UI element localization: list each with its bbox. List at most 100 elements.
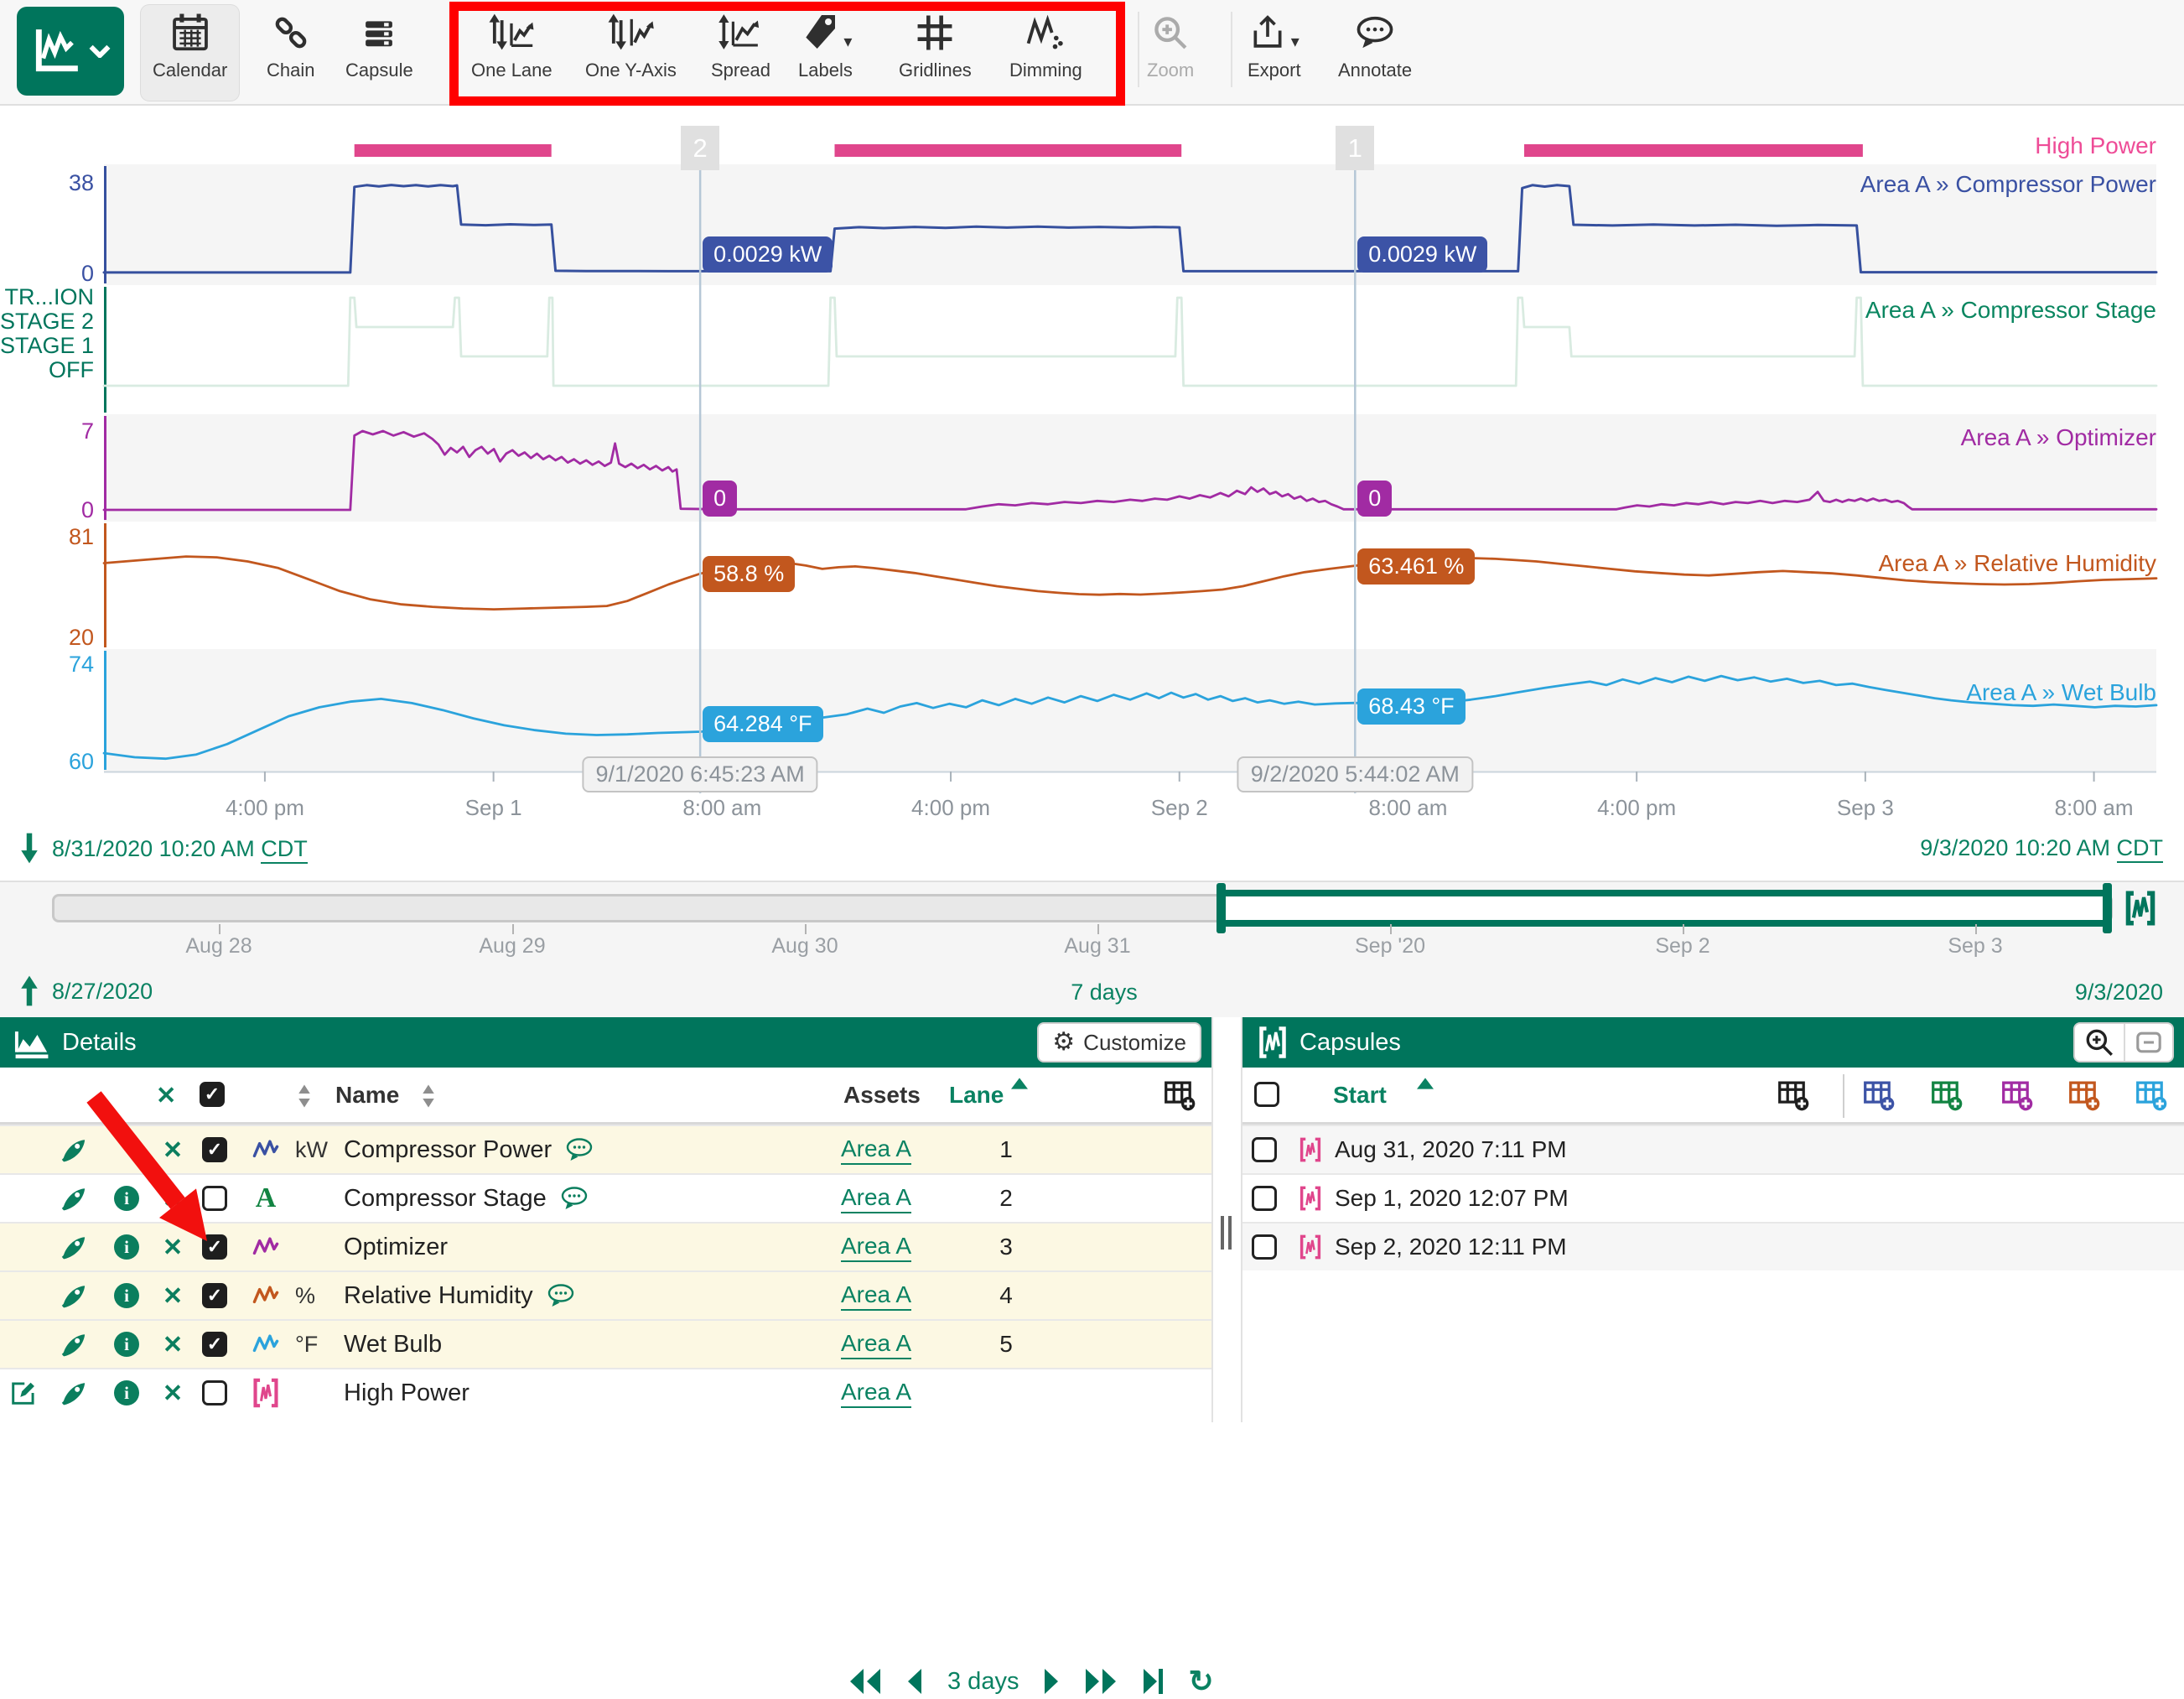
customize-button[interactable]: ⚙ Customize — [1037, 1022, 1201, 1063]
add-column-icon[interactable] — [2068, 1079, 2100, 1111]
calendar-button[interactable]: Calendar — [141, 5, 239, 101]
capsule-bar[interactable] — [355, 144, 552, 157]
checkbox[interactable] — [1252, 1186, 1277, 1211]
one-lane-button[interactable]: One Lane — [471, 5, 552, 101]
checkbox[interactable]: ✓ — [202, 1332, 227, 1357]
zoom-button[interactable]: Zoom — [1147, 5, 1194, 101]
checkbox[interactable] — [1252, 1137, 1277, 1162]
rocket-icon[interactable] — [60, 1233, 88, 1261]
add-column-icon[interactable] — [1164, 1079, 1196, 1111]
collapse-panel-icon[interactable] — [2124, 1024, 2172, 1061]
range-slider-left-handle[interactable] — [1217, 883, 1226, 933]
sort-icon[interactable] — [421, 1083, 436, 1109]
dimming-button[interactable]: Dimming — [1009, 5, 1082, 101]
capsule-time-button[interactable]: Capsule — [345, 5, 413, 101]
checkbox[interactable]: ✓ — [202, 1234, 227, 1260]
remove-all-icon[interactable]: ✕ — [156, 1081, 176, 1110]
column-name-header[interactable]: Name — [335, 1082, 399, 1109]
labels-button[interactable]: ▾ Labels — [798, 5, 853, 101]
range-slider-right-handle[interactable] — [2103, 883, 2112, 933]
edit-icon[interactable] — [10, 1379, 37, 1406]
remove-icon[interactable]: ✕ — [163, 1233, 183, 1262]
capsules-header: Capsules — [1242, 1017, 2184, 1068]
select-all-capsules-checkbox[interactable] — [1254, 1082, 1279, 1107]
capsule-bar[interactable] — [1524, 144, 1863, 157]
remove-icon[interactable]: ✕ — [163, 1379, 183, 1408]
refresh-icon[interactable]: ↻ — [1188, 1664, 1213, 1699]
range-slider-selection[interactable] — [1222, 890, 2109, 927]
capsule-bar[interactable] — [835, 144, 1182, 157]
timezone-link[interactable]: CDT — [2117, 835, 2164, 863]
add-column-icon[interactable] — [1777, 1079, 1809, 1117]
info-icon[interactable]: i — [114, 1186, 139, 1211]
capsule-preview-icon[interactable] — [2123, 891, 2158, 926]
info-icon[interactable]: i — [114, 1332, 139, 1357]
remove-icon[interactable]: ✕ — [163, 1184, 183, 1213]
checkbox[interactable] — [202, 1186, 227, 1211]
export-button[interactable]: ▾ Export — [1248, 5, 1301, 101]
step-back-full-icon[interactable] — [848, 1667, 882, 1696]
step-forward-full-icon[interactable] — [1084, 1667, 1118, 1696]
checkbox[interactable] — [202, 1380, 227, 1405]
cursor-badge[interactable]: 1 — [1336, 126, 1374, 170]
remove-icon[interactable]: ✕ — [163, 1135, 183, 1165]
checkbox[interactable] — [1252, 1234, 1277, 1260]
rocket-icon[interactable] — [60, 1184, 88, 1213]
annotation-bubble-icon[interactable] — [547, 1283, 575, 1308]
add-column-icon[interactable] — [1931, 1079, 1963, 1111]
annotation-bubble-icon[interactable] — [565, 1137, 594, 1162]
asset-link[interactable]: Area A — [841, 1135, 911, 1165]
zoom-to-capsule-icon[interactable] — [2075, 1024, 2124, 1061]
checkbox[interactable]: ✓ — [202, 1283, 227, 1308]
asset-link[interactable]: Area A — [841, 1330, 911, 1359]
timezone-link[interactable]: CDT — [261, 836, 308, 864]
chain-button[interactable]: Chain — [267, 5, 314, 101]
rocket-icon[interactable] — [60, 1330, 88, 1359]
spread-button[interactable]: Spread — [711, 5, 770, 101]
duration-button[interactable]: 3 days — [947, 1668, 1019, 1696]
lane-background — [104, 649, 2156, 772]
gridlines-button[interactable]: Gridlines — [899, 5, 972, 101]
investigate-range-end[interactable]: 9/3/2020 — [2075, 979, 2163, 1005]
cursor-badge[interactable]: 2 — [681, 126, 719, 170]
remove-icon[interactable]: ✕ — [163, 1281, 183, 1311]
select-all-checkbox[interactable]: ✓ — [200, 1082, 225, 1107]
lane-background — [104, 414, 2156, 522]
add-column-icon[interactable] — [2001, 1079, 2033, 1111]
add-column-icon[interactable] — [2135, 1079, 2167, 1111]
labels-label: Labels — [798, 60, 853, 81]
asset-link[interactable]: Area A — [841, 1281, 911, 1311]
panel-splitter[interactable] — [1221, 1214, 1233, 1251]
asset-link[interactable]: Area A — [841, 1379, 911, 1408]
asset-link[interactable]: Area A — [841, 1184, 911, 1213]
rocket-icon[interactable] — [60, 1281, 88, 1310]
asset-link[interactable]: Area A — [841, 1233, 911, 1262]
column-start-header[interactable]: Start — [1333, 1082, 1387, 1109]
info-icon[interactable]: i — [114, 1283, 139, 1308]
worksheet-view-selector[interactable] — [17, 7, 124, 96]
step-to-end-icon[interactable] — [1141, 1667, 1165, 1696]
info-icon[interactable]: i — [114, 1234, 139, 1260]
sort-icon[interactable] — [297, 1083, 312, 1109]
investigate-start-icon[interactable] — [18, 832, 40, 865]
step-back-half-icon[interactable] — [905, 1667, 924, 1696]
one-y-axis-button[interactable]: One Y-Axis — [585, 5, 677, 101]
step-forward-half-icon[interactable] — [1042, 1667, 1061, 1696]
add-column-icon[interactable] — [1777, 1079, 1809, 1111]
column-lane-header[interactable]: Lane — [949, 1082, 1004, 1109]
investigate-range-icon[interactable] — [18, 974, 40, 1008]
annotate-button[interactable]: Annotate — [1338, 5, 1412, 101]
display-range-start[interactable]: 8/31/2020 10:20 AM CDT — [52, 836, 308, 862]
column-assets-header[interactable]: Assets — [843, 1082, 921, 1109]
checkbox[interactable]: ✓ — [202, 1137, 227, 1162]
rocket-icon[interactable] — [60, 1135, 88, 1164]
add-column-icon[interactable] — [1164, 1079, 1196, 1117]
remove-icon[interactable]: ✕ — [163, 1330, 183, 1359]
annotation-bubble-icon[interactable] — [560, 1186, 589, 1211]
investigate-range-duration[interactable]: 7 days — [1071, 979, 1138, 1005]
investigate-range-start[interactable]: 8/27/2020 — [52, 979, 153, 1005]
display-range-end[interactable]: 9/3/2020 10:20 AM CDT — [1920, 835, 2163, 863]
add-column-icon[interactable] — [1863, 1079, 1895, 1111]
rocket-icon[interactable] — [60, 1379, 88, 1407]
info-icon[interactable]: i — [114, 1380, 139, 1405]
